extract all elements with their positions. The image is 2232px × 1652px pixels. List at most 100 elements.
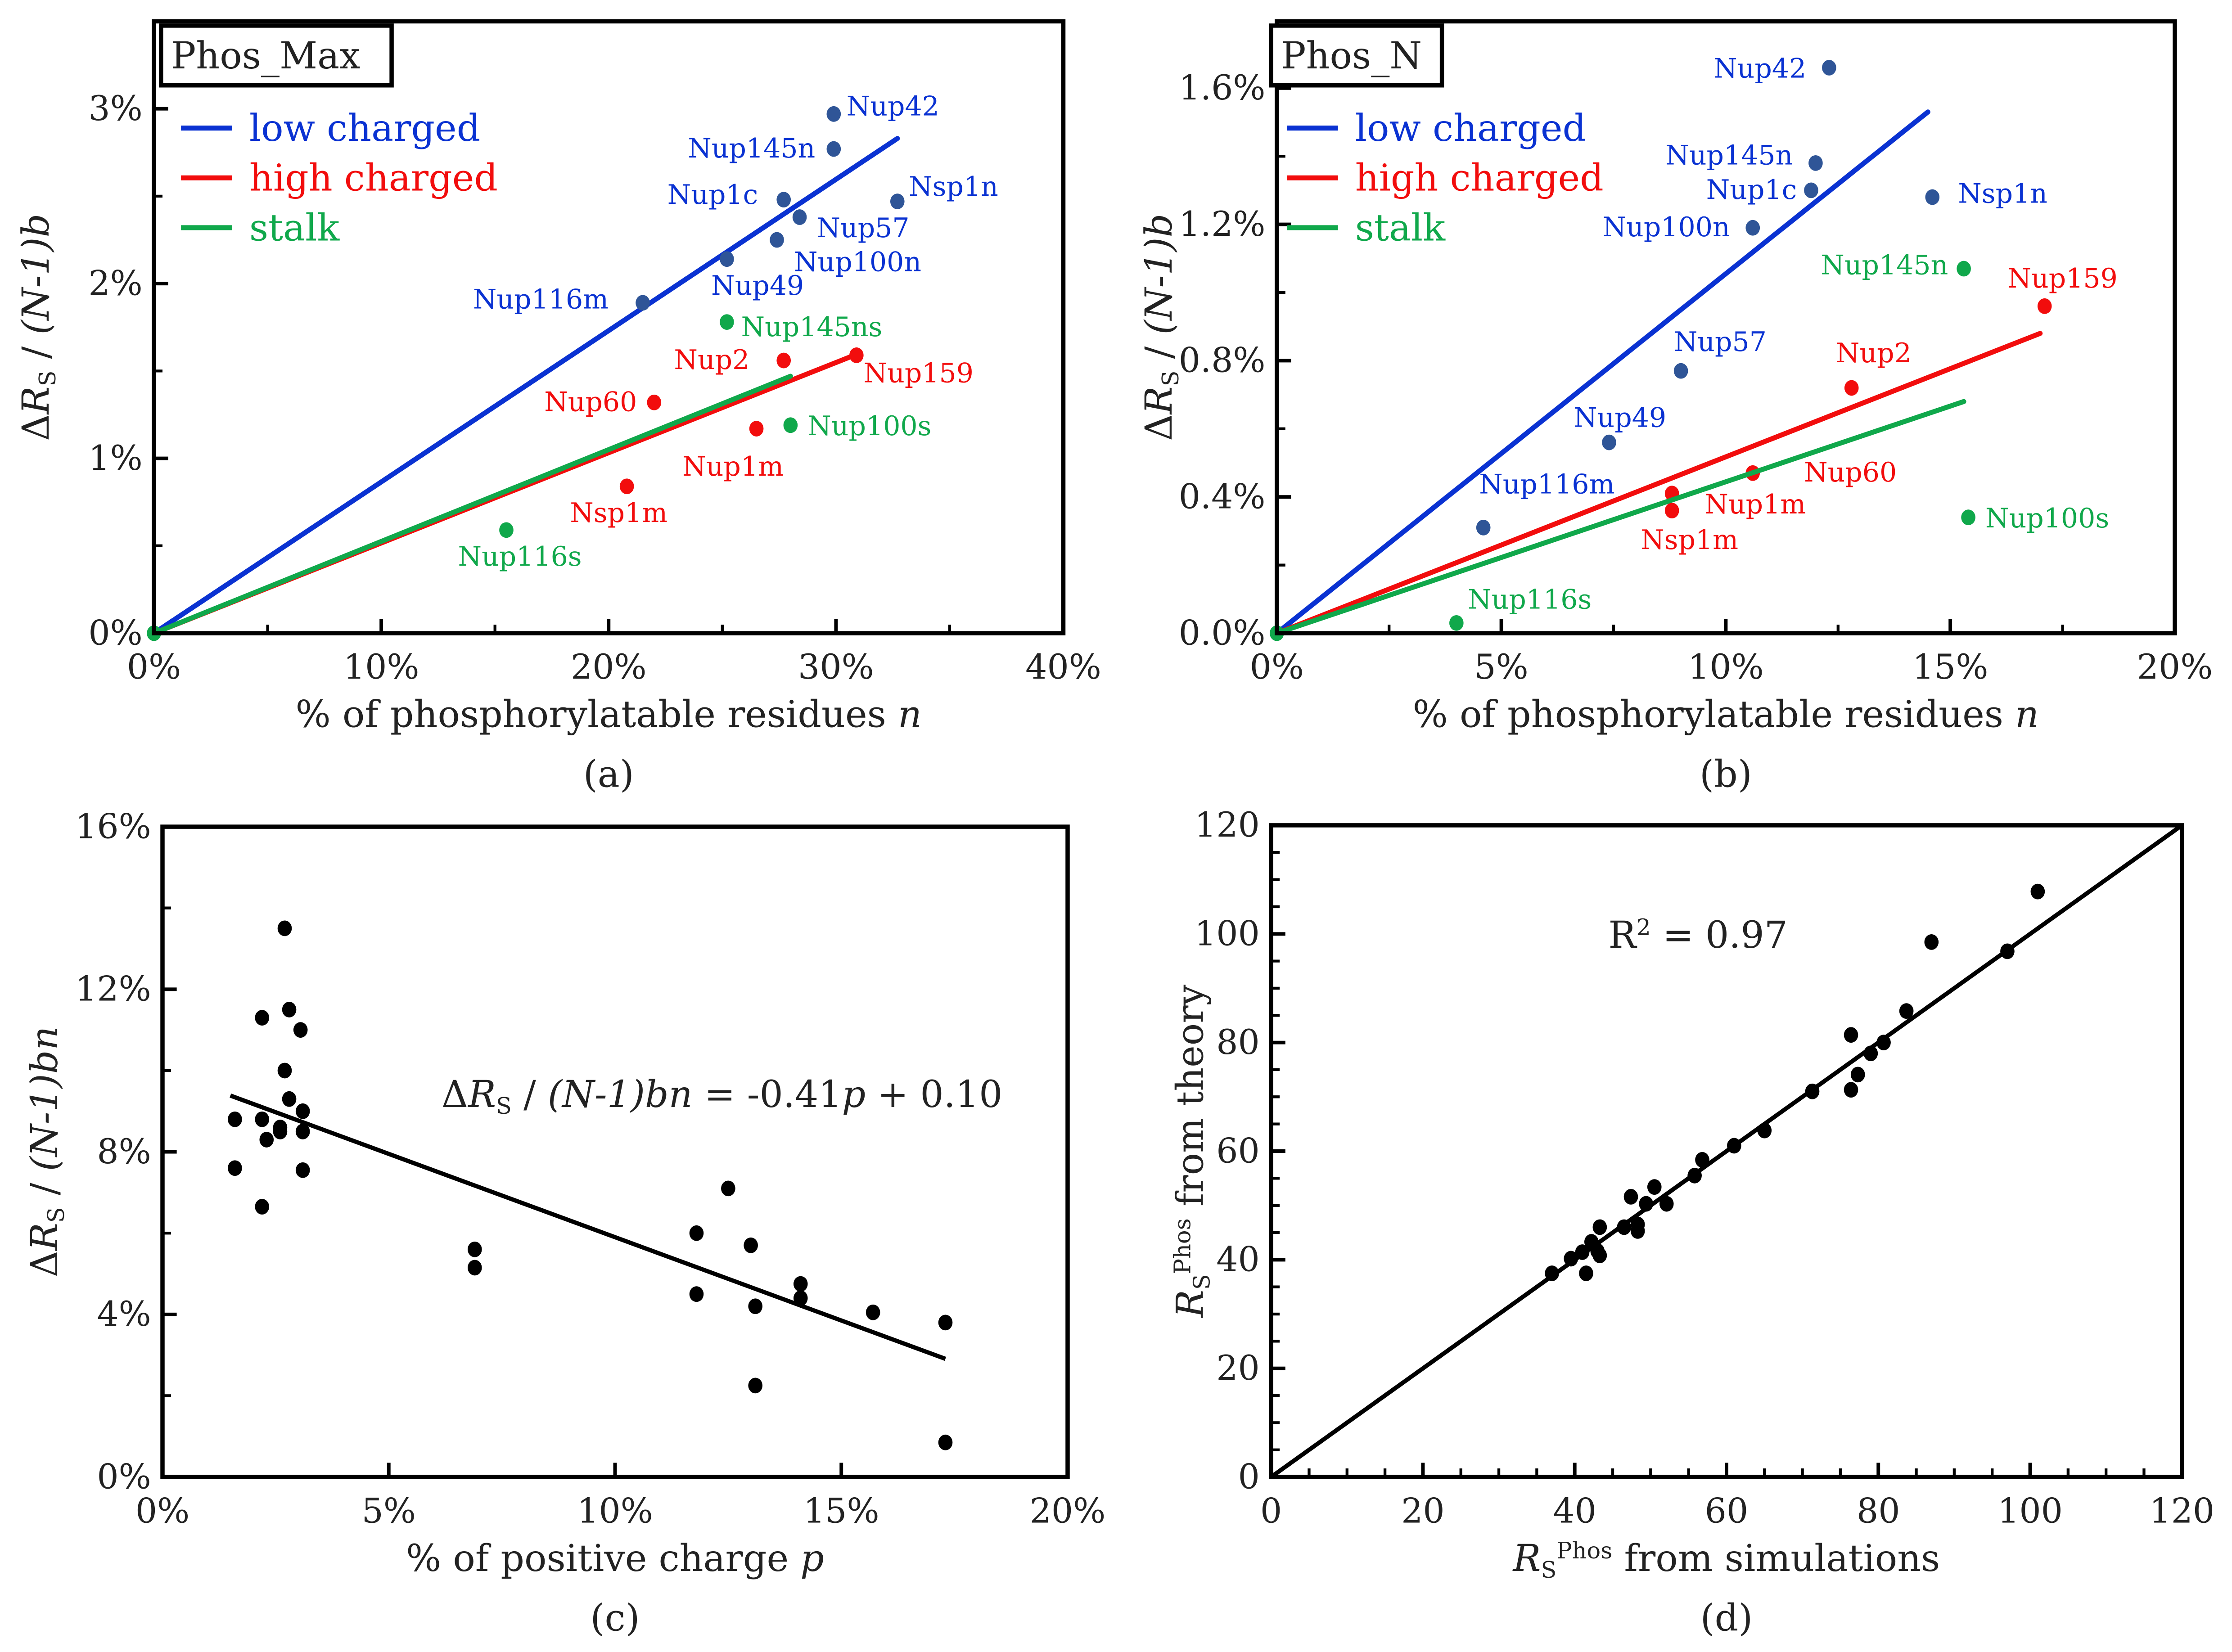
data-point — [228, 1111, 242, 1127]
data-point — [1476, 519, 1491, 536]
fit-line-high-charged — [1274, 331, 2043, 636]
data-point — [783, 417, 798, 433]
plot-frame — [152, 19, 1066, 635]
point-label: Nup145ns — [741, 311, 883, 343]
fit-line-stalk — [1274, 399, 1966, 636]
point-label: Nup100s — [807, 410, 931, 442]
x-tick-label: 120 — [2149, 1491, 2214, 1530]
data-point — [1863, 1045, 1878, 1062]
data-point — [636, 295, 650, 311]
plot-area — [228, 920, 953, 1450]
data-point — [689, 1286, 704, 1302]
axis-ticks: 0% 5% 10% 15% 20% 0% 4% 8% 12% 16% — [75, 806, 1105, 1530]
x-tick-label: 0% — [135, 1491, 189, 1530]
data-point — [295, 1103, 310, 1119]
x-axis-title: % of phosphorylatable residues n — [1413, 693, 2039, 736]
legend-item: low charged — [1286, 107, 1586, 150]
x-tick-label: 15% — [1912, 647, 1989, 687]
data-point — [1899, 1003, 1914, 1019]
data-point — [1876, 1035, 1891, 1051]
y-tick-label: 0% — [97, 1457, 151, 1496]
legend-label: low charged — [249, 107, 480, 150]
data-point — [866, 1304, 880, 1320]
x-tick-label: 5% — [1474, 647, 1528, 687]
data-point — [295, 1124, 310, 1139]
panel-b-phos-n: 0% 5% 10% 15% 20% 0.0% 0.4% 0.8% 1.2% 1.6% % of ph… — [1138, 19, 2213, 796]
plot-frame — [160, 824, 1070, 1479]
point-label: Nup2 — [674, 344, 749, 376]
y-tick-label: 60 — [1216, 1131, 1260, 1170]
x-tick-label: 20% — [2137, 647, 2213, 687]
panel-c-positive-charge: 0% 5% 10% 15% 20% 0% 4% 8% 12% 16% % of positive c… — [23, 806, 1105, 1639]
legend-label: stalk — [1355, 207, 1446, 249]
y-tick-label: 4% — [97, 1294, 151, 1334]
fit-line-low-charged — [151, 136, 900, 636]
data-point — [619, 478, 634, 495]
data-point — [1844, 380, 1859, 396]
data-point — [277, 920, 292, 936]
point-label: Nup100n — [1603, 212, 1730, 243]
legend-item: low charged — [181, 107, 480, 150]
data-point — [770, 232, 784, 248]
data-point — [467, 1260, 482, 1276]
data-point — [1590, 1243, 1605, 1259]
plot-frame — [1269, 823, 2184, 1479]
point-label: Nup42 — [847, 90, 939, 122]
data-point — [295, 1162, 310, 1178]
data-point — [776, 192, 791, 208]
panel-title-box: Phos_N — [1269, 23, 1444, 88]
data-point — [255, 1199, 270, 1215]
y-tick-label: 0% — [88, 613, 142, 653]
series-stalk: Nup145n Nup100s Nup116s — [1269, 250, 2109, 641]
y-axis-title: RSPhos from theory — [1169, 984, 1215, 1319]
data-point — [1623, 1188, 1638, 1205]
point-label: Nup42 — [1713, 53, 1806, 85]
data-point — [1647, 1179, 1662, 1195]
data-point — [259, 1132, 274, 1148]
data-point — [890, 194, 905, 209]
x-tick-label: 10% — [1688, 647, 1764, 687]
x-tick-label: 100 — [1998, 1491, 2063, 1530]
x-tick-label: 40 — [1553, 1491, 1596, 1530]
data-point — [744, 1237, 758, 1253]
x-tick-label: 40% — [1025, 647, 1101, 687]
data-point — [2000, 943, 2015, 959]
title-box-frame — [159, 23, 394, 88]
data-point — [255, 1010, 270, 1026]
x-tick-label: 0 — [1260, 1491, 1282, 1530]
x-tick-label: 5% — [362, 1491, 416, 1530]
point-label: Nup57 — [817, 212, 910, 244]
data-point — [2037, 298, 2052, 314]
data-point — [1592, 1219, 1607, 1235]
point-label: Nup57 — [1674, 326, 1767, 358]
data-point — [1745, 220, 1760, 236]
panel-caption: (c) — [590, 1597, 640, 1640]
point-label: Nup2 — [1836, 338, 1912, 369]
panel-title: Phos_Max — [171, 35, 361, 77]
x-tick-label: 80 — [1857, 1491, 1900, 1530]
point-label: Nup116s — [1468, 584, 1592, 616]
y-tick-label: 2% — [88, 263, 142, 303]
data-point — [277, 1062, 292, 1079]
axis-ticks: 0 20 40 60 80 100 120 0 20 40 60 80 100 120 — [1195, 805, 2214, 1530]
point-label: Nup159 — [864, 357, 974, 389]
point-label: Nup1m — [682, 451, 784, 482]
y-tick-label: 0 — [1238, 1457, 1260, 1496]
data-point — [282, 1091, 297, 1107]
legend-label: stalk — [249, 207, 340, 249]
y-tick-label: 1.6% — [1179, 68, 1266, 108]
x-axis-title: % of positive charge p — [406, 1537, 824, 1580]
data-point — [1630, 1216, 1645, 1233]
panel-title-box: Phos_Max — [159, 23, 394, 88]
point-label: Nsp1n — [909, 171, 998, 203]
point-label: Nup145n — [688, 133, 815, 164]
data-point — [1925, 189, 1940, 205]
data-point — [826, 141, 841, 157]
x-tick-label: 10% — [577, 1491, 653, 1530]
data-point — [1449, 615, 1464, 631]
y-axis-title: ΔRS / (N-1)b — [1138, 214, 1184, 441]
data-point — [1805, 1083, 1820, 1099]
data-point — [938, 1434, 953, 1450]
